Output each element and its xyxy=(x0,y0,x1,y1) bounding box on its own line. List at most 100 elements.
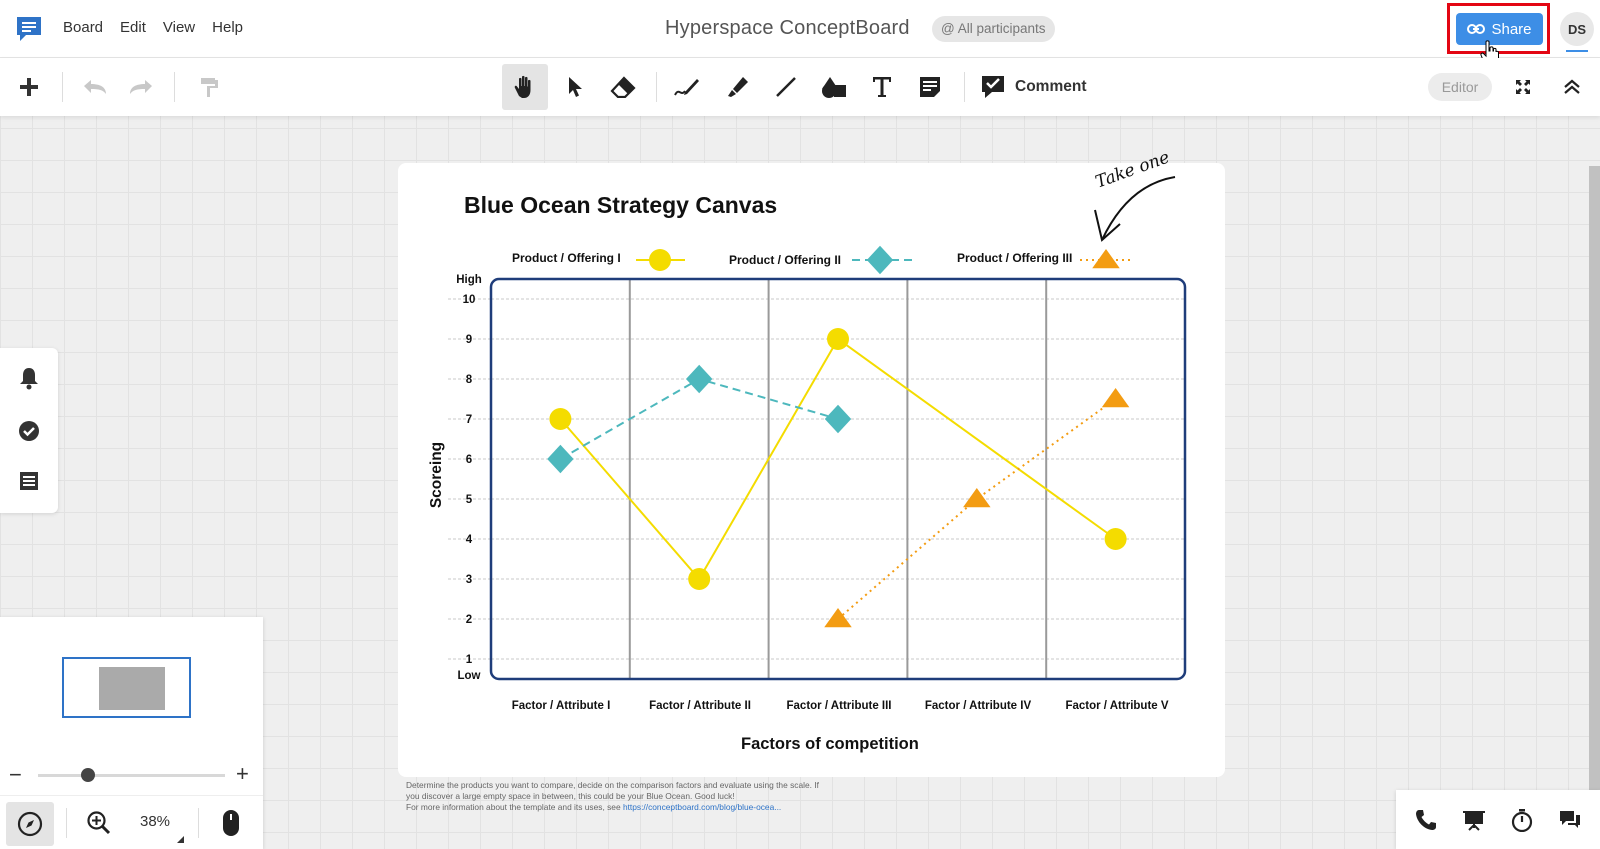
share-button[interactable]: Share xyxy=(1456,13,1543,45)
data-point-triangle xyxy=(963,488,991,508)
footnote-prefix: For more information about the template … xyxy=(406,802,623,812)
hand-tool-button[interactable] xyxy=(502,64,548,110)
legend-label-series3: Product / Offering III xyxy=(957,251,1073,265)
check-circle-icon[interactable] xyxy=(17,419,41,443)
timer-icon[interactable] xyxy=(1510,808,1534,832)
shapes-tool-button[interactable] xyxy=(811,64,857,110)
dropdown-corner-icon xyxy=(177,836,184,843)
x-category-label: Factor / Attribute II xyxy=(649,700,751,712)
x-category-label: Factor / Attribute V xyxy=(1065,700,1169,712)
editor-mode-badge[interactable]: Editor xyxy=(1428,73,1492,101)
text-tool-button[interactable] xyxy=(859,64,905,110)
data-point-circle xyxy=(827,328,849,350)
minimap-viewport[interactable] xyxy=(62,657,191,718)
avatar-indicator xyxy=(1566,50,1588,52)
toolbar-separator xyxy=(62,72,63,102)
zoom-in-button[interactable]: + xyxy=(236,761,249,786)
comment-icon xyxy=(982,76,1004,98)
format-painter-button[interactable] xyxy=(186,64,232,110)
menu-help[interactable]: Help xyxy=(212,19,243,36)
top-menu-bar: Board Edit View Help Hyperspace ConceptB… xyxy=(0,0,1600,58)
main-menu: Board Edit View Help xyxy=(63,19,260,36)
series-line xyxy=(837,398,1117,620)
pen-icon xyxy=(674,79,699,96)
blog-link[interactable]: https://conceptboard.com/blog/blue-ocea.… xyxy=(622,802,782,812)
board-footnote: Determine the products you want to compa… xyxy=(406,780,866,813)
zoom-slider-track[interactable] xyxy=(38,774,225,777)
avatar[interactable]: DS xyxy=(1560,12,1594,46)
share-label: Share xyxy=(1491,20,1532,38)
minimap-controls: 38% xyxy=(0,795,263,849)
zoom-slider-handle[interactable] xyxy=(81,768,96,782)
sticky-note-tool-button[interactable] xyxy=(907,64,953,110)
menu-edit[interactable]: Edit xyxy=(120,19,146,36)
menu-board[interactable]: Board xyxy=(63,19,104,36)
vertical-scrollbar[interactable] xyxy=(1589,166,1600,793)
pen-tool-button[interactable] xyxy=(664,64,710,110)
data-point-circle xyxy=(688,568,711,590)
toolbar-separator xyxy=(174,72,175,102)
zoom-out-button[interactable]: − xyxy=(9,762,22,787)
redo-button[interactable] xyxy=(118,64,164,110)
marker-tool-button[interactable] xyxy=(714,64,760,110)
fullscreen-button[interactable] xyxy=(1500,64,1546,110)
toolbar-separator xyxy=(656,72,657,102)
collapse-toolbar-button[interactable] xyxy=(1549,64,1595,110)
data-point-circle xyxy=(549,408,572,430)
y-tick-label: 2 xyxy=(466,614,472,626)
select-tool-button[interactable] xyxy=(552,64,598,110)
data-point-circle xyxy=(649,249,671,271)
presentation-icon[interactable] xyxy=(1462,808,1486,832)
y-tick-label: 6 xyxy=(466,454,472,466)
shapes-icon xyxy=(822,77,846,98)
navigator-button[interactable] xyxy=(6,802,54,846)
y-tick-label: 8 xyxy=(466,374,473,386)
y-tick-label: 5 xyxy=(466,494,473,506)
board-canvas-card[interactable] xyxy=(398,163,1225,777)
hand-icon xyxy=(514,75,531,98)
line-icon xyxy=(776,77,796,97)
text-icon xyxy=(873,77,891,97)
y-axis-title: Scoreing xyxy=(428,441,445,509)
data-point-diamond xyxy=(686,364,713,394)
footnote-line: you discover a large empty space in betw… xyxy=(406,791,735,801)
data-point-triangle xyxy=(1101,388,1130,408)
minimap-panel: − + 38% xyxy=(0,617,263,849)
data-point-diamond xyxy=(866,245,894,275)
add-button[interactable] xyxy=(6,64,52,110)
undo-icon xyxy=(84,80,106,94)
comment-button[interactable]: Comment xyxy=(980,71,1086,103)
list-icon[interactable] xyxy=(17,469,41,493)
undo-button[interactable] xyxy=(72,64,118,110)
x-category-label: Factor / Attribute III xyxy=(786,700,892,712)
comment-label: Comment xyxy=(1015,78,1087,95)
eraser-tool-button[interactable] xyxy=(600,64,646,110)
conceptboard-logo-icon[interactable] xyxy=(14,14,44,44)
data-point-diamond xyxy=(824,404,852,434)
double-chevron-up-icon xyxy=(1564,79,1580,94)
menu-view[interactable]: View xyxy=(162,19,196,36)
participants-badge[interactable]: @ All participants xyxy=(932,16,1055,42)
footnote-line: For more information about the template … xyxy=(406,802,866,813)
bell-icon[interactable] xyxy=(17,366,41,390)
x-category-label: Factor / Attribute I xyxy=(511,700,611,712)
y-tick-label: 3 xyxy=(466,574,472,586)
compass-icon xyxy=(17,811,43,837)
y-axis-high-label: High xyxy=(456,274,482,286)
line-tool-button[interactable] xyxy=(763,64,809,110)
chat-icon[interactable] xyxy=(1558,808,1582,832)
board-title[interactable]: Hyperspace ConceptBoard xyxy=(665,17,910,39)
minimap-separator xyxy=(66,808,67,838)
paint-roller-icon xyxy=(201,78,218,97)
fullscreen-icon xyxy=(1516,80,1530,94)
zoom-level[interactable]: 38% xyxy=(140,813,171,830)
y-tick-label: 9 xyxy=(466,334,472,346)
y-tick-label: 4 xyxy=(466,534,473,546)
left-side-panel xyxy=(0,348,58,513)
data-point-diamond xyxy=(547,444,574,474)
phone-icon[interactable] xyxy=(1414,808,1438,832)
y-tick-label: 1 xyxy=(466,654,473,666)
mouse-icon[interactable] xyxy=(222,809,240,837)
zoom-magnifier-icon[interactable] xyxy=(86,810,112,836)
